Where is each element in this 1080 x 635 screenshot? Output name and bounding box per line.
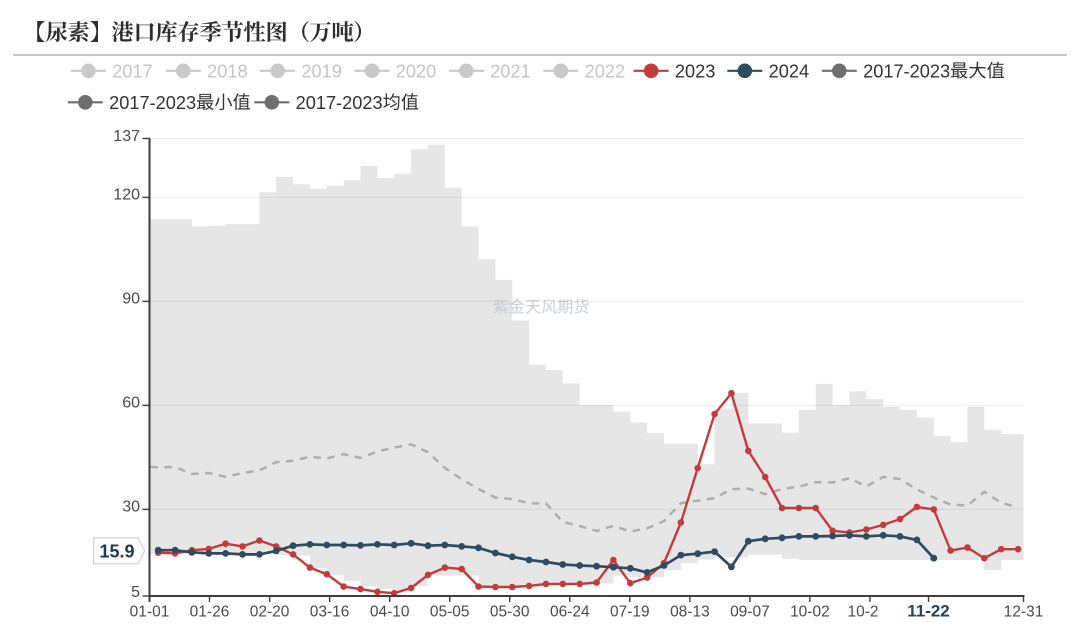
svg-text:2019: 2019 <box>301 61 341 81</box>
svg-text:2021: 2021 <box>490 61 530 81</box>
svg-text:02-20: 02-20 <box>250 604 290 621</box>
svg-text:2022: 2022 <box>585 61 625 81</box>
svg-text:2023: 2023 <box>675 61 715 81</box>
svg-text:01-26: 01-26 <box>190 604 230 621</box>
svg-text:07-19: 07-19 <box>610 604 650 621</box>
svg-text:30: 30 <box>122 499 140 516</box>
svg-text:04-10: 04-10 <box>370 604 410 621</box>
svg-text:2017-2023: 2017-2023 <box>863 61 950 81</box>
svg-text:120: 120 <box>113 187 140 204</box>
svg-text:2017-2023: 2017-2023 <box>109 93 196 113</box>
svg-text:05-05: 05-05 <box>430 604 470 621</box>
svg-text:2017: 2017 <box>112 61 152 81</box>
svg-text:06-24: 06-24 <box>550 604 590 621</box>
svg-text:03-16: 03-16 <box>310 604 350 621</box>
svg-text:01-01: 01-01 <box>130 604 170 621</box>
svg-text:2017-2023: 2017-2023 <box>296 93 383 113</box>
svg-text:05-30: 05-30 <box>490 604 530 621</box>
svg-text:90: 90 <box>122 291 140 308</box>
svg-text:10-2: 10-2 <box>847 604 878 621</box>
svg-text:2024: 2024 <box>769 61 809 81</box>
svg-text:10-02: 10-02 <box>790 604 830 621</box>
svg-text:09-07: 09-07 <box>730 604 770 621</box>
svg-text:60: 60 <box>122 395 140 412</box>
svg-text:15.9: 15.9 <box>99 541 134 561</box>
svg-text:5: 5 <box>131 584 140 601</box>
svg-text:2018: 2018 <box>207 61 247 81</box>
svg-text:12-31: 12-31 <box>1004 604 1044 621</box>
svg-text:08-13: 08-13 <box>670 604 710 621</box>
svg-text:137: 137 <box>113 128 140 145</box>
svg-text:11-22: 11-22 <box>907 602 950 621</box>
svg-text:2020: 2020 <box>396 61 436 81</box>
